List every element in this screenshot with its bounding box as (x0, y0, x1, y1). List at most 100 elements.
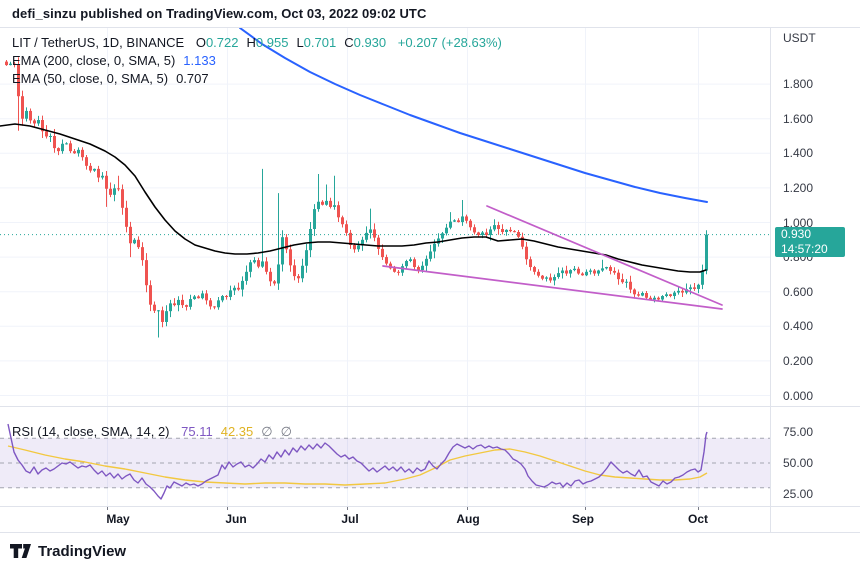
ohlc-key: L (296, 35, 304, 50)
candle-body (705, 234, 708, 271)
time-axis-divider-top (0, 506, 860, 507)
candle-body (393, 268, 396, 272)
candle-body (549, 277, 552, 281)
candle-body (345, 224, 348, 233)
candle-body (445, 227, 448, 234)
candle-body (317, 201, 320, 210)
trendline[interactable] (382, 265, 723, 310)
candle-body (397, 271, 400, 273)
candle-body (325, 200, 328, 205)
candle-body (129, 226, 132, 244)
price-tick-label: 0.600 (783, 284, 814, 299)
candle-body (461, 216, 464, 223)
tradingview-logo-link[interactable]: TradingView (10, 543, 126, 560)
candle-body (233, 287, 236, 291)
ohlc-value: 0.722 (205, 35, 239, 50)
indicator-value: 1.133 (183, 53, 216, 68)
candle-body (601, 268, 604, 271)
ohlc-value: 0.955 (255, 35, 289, 50)
candle-body (53, 136, 56, 149)
candle-body (633, 289, 636, 295)
candle-body (213, 306, 216, 308)
rsi-legend-label: RSI (14, close, SMA, 14, 2) (12, 424, 170, 439)
candle-body (413, 259, 416, 268)
month-label: Sep (571, 512, 595, 526)
candle-body (489, 229, 492, 236)
candle-body (357, 245, 360, 250)
candle-body (673, 292, 676, 297)
candle-body (241, 280, 244, 290)
candle-body (105, 175, 108, 189)
candle-body (221, 296, 224, 301)
candle-body (225, 296, 228, 298)
tradingview-logo-icon (10, 544, 31, 558)
ohlc-key: H (246, 35, 256, 50)
ema50-line (0, 123, 707, 273)
candle-body (681, 290, 684, 293)
time-axis[interactable]: May Jun Jul Aug Sep Oct (0, 506, 860, 532)
symbol-title: LIT / TetherUS, 1D, BINANCE (12, 35, 185, 50)
candles (5, 57, 708, 338)
candle-body (349, 232, 352, 245)
candle-body (201, 293, 204, 299)
ema200-line (239, 28, 708, 203)
candle-body (653, 297, 656, 300)
ohlc-value: 0.930 (353, 35, 387, 50)
candle-body (505, 229, 508, 233)
change-value: +0.207 (+28.63%) (397, 35, 502, 50)
badge-price: 0.930 (781, 227, 812, 241)
candle-body (165, 311, 168, 322)
time-tickmark (698, 506, 699, 510)
rsi-legend: RSI (14, close, SMA, 14, 2) 75.11 42.35 ∅ ∅ (12, 424, 300, 440)
candle-body (513, 231, 516, 233)
price-tick-label: 1.400 (783, 146, 814, 161)
price-tick-label: 1.200 (783, 180, 814, 195)
candle-body (65, 143, 68, 145)
pane-divider (0, 406, 860, 407)
candle-body (509, 229, 512, 232)
last-price-badge: 0.930 14:57:20 (775, 227, 845, 257)
badge-countdown: 14:57:20 (781, 242, 828, 256)
time-axis-divider-bottom (0, 532, 860, 533)
candle-body (17, 64, 20, 97)
candle-body (137, 239, 140, 248)
candle-body (117, 188, 120, 190)
candle-body (565, 270, 568, 274)
candle-body (209, 300, 212, 307)
candle-body (305, 250, 308, 266)
candle-body (613, 270, 616, 273)
candle-body (217, 300, 220, 308)
footer: TradingView (0, 533, 860, 569)
price-tick-label: 1.000 (783, 215, 814, 230)
candle-body (89, 165, 92, 171)
candle-body (69, 143, 72, 152)
candle-body (561, 270, 564, 274)
candle-body (573, 268, 576, 271)
candle-body (13, 63, 16, 65)
candle-body (649, 297, 652, 300)
candle-body (73, 151, 76, 154)
trendline[interactable] (486, 205, 723, 306)
candle-body (401, 266, 404, 273)
candle-body (253, 260, 256, 263)
candle-body (141, 247, 144, 261)
candle-body (45, 131, 48, 137)
candle-body (417, 267, 420, 271)
candle-body (261, 261, 264, 267)
candle-body (421, 265, 424, 271)
candle-body (237, 287, 240, 290)
month-label: May (106, 512, 130, 526)
candle-body (589, 270, 592, 272)
price-chart-pane[interactable] (0, 28, 770, 406)
candle-body (385, 257, 388, 264)
candle-body (645, 292, 648, 298)
candle-body (337, 205, 340, 218)
month-label: Jul (341, 512, 359, 526)
candle-body (293, 265, 296, 277)
candle-body (49, 136, 52, 137)
price-axis-divider (770, 28, 771, 532)
candle-body (581, 273, 584, 276)
indicator-label: EMA (200, close, 0, SMA, 5) (12, 53, 176, 68)
rsi-indicator-pane[interactable] (0, 407, 770, 506)
candle-body (229, 290, 232, 297)
